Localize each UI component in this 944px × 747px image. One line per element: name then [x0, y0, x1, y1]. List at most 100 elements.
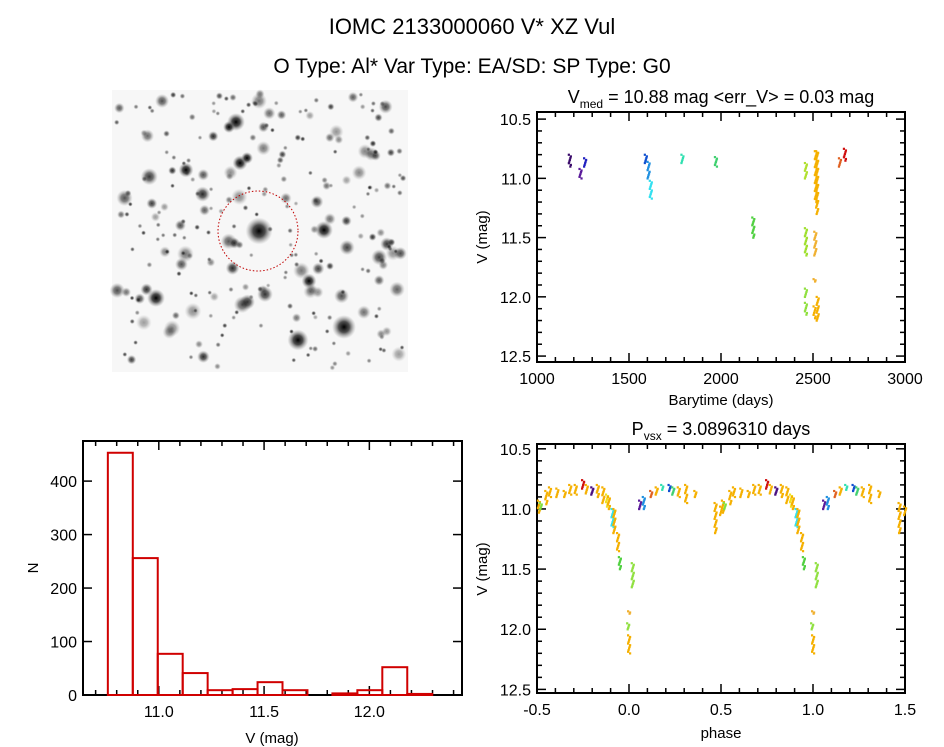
y-tick-label: 12.5 [500, 682, 531, 699]
star [222, 322, 228, 329]
data-point [612, 509, 615, 512]
data-point [685, 495, 688, 498]
data-point [852, 486, 856, 490]
star [372, 149, 379, 156]
data-cluster [648, 179, 653, 200]
data-point [549, 489, 552, 492]
data-point [844, 151, 847, 154]
data-point [805, 290, 808, 294]
data-point [803, 566, 806, 569]
star [249, 134, 257, 142]
data-point [748, 491, 751, 494]
data-point [796, 509, 799, 512]
star [240, 108, 246, 114]
data-point [780, 488, 783, 491]
title-subscript: vsx [644, 429, 662, 443]
data-point [813, 644, 816, 647]
data-point [673, 487, 676, 490]
data-point [714, 513, 718, 516]
data-point [781, 492, 784, 496]
data-point [752, 491, 755, 495]
data-point [869, 488, 872, 492]
data-point [650, 182, 653, 186]
x-tick-label: 11.5 [249, 704, 279, 721]
data-point [814, 570, 817, 573]
data-point [903, 505, 906, 508]
data-point [774, 492, 777, 495]
data-point [815, 232, 818, 235]
data-point [567, 162, 570, 165]
data-point [804, 294, 807, 297]
data-cluster [660, 483, 665, 491]
data-point [629, 635, 632, 639]
star [351, 165, 367, 181]
star [135, 296, 142, 303]
data-point [813, 236, 816, 240]
data-point [655, 490, 658, 493]
star [207, 130, 219, 142]
data-point [648, 172, 651, 175]
data-point [647, 167, 650, 170]
data-cluster [868, 483, 873, 505]
data-point [811, 640, 814, 644]
star [263, 107, 276, 120]
data-point [645, 155, 648, 158]
data-point [877, 495, 880, 499]
y-axis-label: N [25, 563, 42, 574]
data-point [556, 492, 559, 495]
target-aperture-circle [217, 190, 299, 272]
data-point [845, 488, 848, 491]
data-cluster [684, 483, 689, 505]
data-point [813, 246, 816, 249]
data-point [610, 524, 613, 527]
data-point [672, 489, 675, 492]
data-point [825, 503, 828, 506]
star [211, 100, 217, 106]
data-point [678, 495, 681, 499]
data-point [814, 154, 817, 158]
data-point [654, 493, 657, 496]
data-point [843, 152, 847, 156]
data-point [814, 307, 817, 310]
data-point [536, 507, 540, 510]
data-point [833, 495, 836, 499]
data-point [796, 530, 799, 533]
data-point [616, 545, 620, 548]
data-point [729, 503, 732, 506]
data-point [753, 233, 756, 236]
data-cluster [646, 160, 651, 180]
x-axis-label: Barytime (days) [668, 392, 773, 409]
data-point [752, 235, 755, 238]
data-point [799, 532, 803, 535]
star [188, 113, 196, 121]
data-point [838, 493, 841, 496]
data-point [753, 217, 756, 221]
data-point [845, 487, 848, 490]
star [370, 108, 376, 114]
star [322, 181, 331, 191]
star [150, 212, 161, 222]
data-point [803, 161, 807, 165]
data-point [816, 177, 819, 180]
data-point [814, 243, 817, 246]
data-point [800, 536, 804, 540]
data-cluster [615, 532, 621, 553]
data-point [811, 642, 814, 645]
data-point [649, 192, 652, 195]
data-point [601, 494, 604, 497]
data-point [839, 158, 843, 162]
data-point [851, 489, 855, 493]
data-point [654, 486, 657, 489]
data-point [899, 511, 902, 514]
star [374, 113, 383, 122]
data-point [816, 573, 819, 576]
data-cluster [612, 507, 617, 535]
data-point [822, 499, 825, 502]
data-point [642, 501, 645, 505]
data-point [608, 506, 611, 509]
data-point [805, 163, 809, 166]
star [276, 110, 287, 120]
star [396, 147, 403, 155]
data-point [728, 489, 731, 493]
data-point [802, 562, 805, 565]
